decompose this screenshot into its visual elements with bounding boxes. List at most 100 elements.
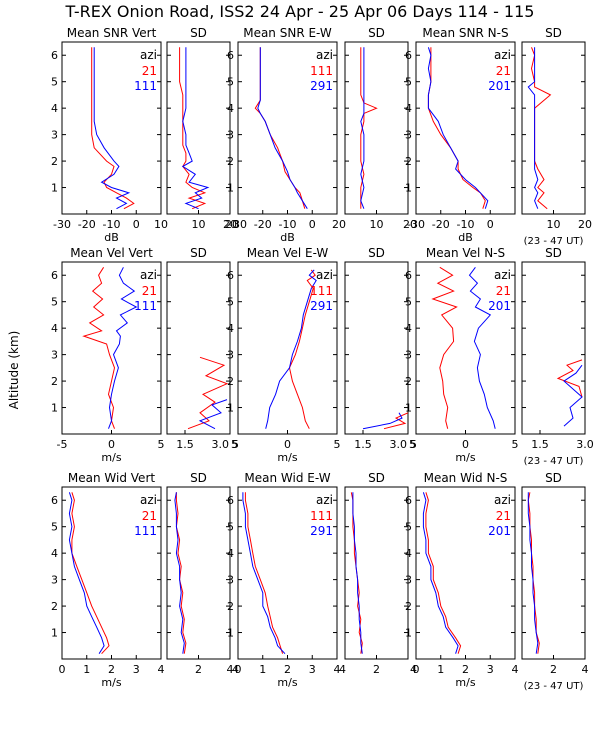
vel-0-legend-entry: 21 [142, 284, 157, 298]
snr-0-xtick-label: 0 [133, 218, 140, 231]
wid-4-legend-entry: 201 [488, 524, 511, 538]
snr-1-xtick-label: 20 [223, 218, 237, 231]
wid-2-legend-title: azi [316, 493, 333, 507]
vel-4-series-201-line [468, 267, 496, 429]
snr-1-xtick-label: 10 [192, 218, 206, 231]
wid-4-xtick-label: 2 [462, 663, 469, 676]
vel-0-ytick-label: 3 [51, 349, 58, 362]
vel-5-xtick-label: 3.0 [576, 438, 594, 451]
snr-2-legend-entry: 291 [310, 79, 333, 93]
vel-1-xtick-label: 3.0 [212, 438, 230, 451]
wid-1-xtick-label: 4 [227, 663, 234, 676]
snr-2-legend-entry: 111 [310, 64, 333, 78]
wid-1-xtick-label: 2 [195, 663, 202, 676]
snr-2-series-111-line [254, 47, 306, 209]
snr-5-title: SD [545, 26, 562, 40]
wid-4-xtick-label: 4 [512, 663, 519, 676]
wid-2-xtick-label: 0 [235, 663, 242, 676]
snr-0-xtick-label: -10 [103, 218, 121, 231]
snr-5-xtick-label: 10 [547, 218, 561, 231]
vel-0-series-21-line [82, 267, 116, 429]
wid-0-xtick-label: 1 [83, 663, 90, 676]
snr-3-frame [344, 41, 409, 215]
wid-2-series-291-line [242, 492, 286, 655]
snr-0-series-21-line [91, 47, 135, 210]
wid-3-xtick-label: 2 [373, 663, 380, 676]
vel-0-legend-title: azi [140, 268, 157, 282]
wid-ut-note: (23 - 47 UT) [524, 681, 584, 692]
wid-4-ytick-label: 3 [405, 574, 412, 587]
snr-1-panel: SD 10 20 [166, 26, 237, 231]
snr-1-series-111-line [181, 47, 210, 210]
snr-0-legend-entry: 111 [134, 79, 157, 93]
snr-2-xtick-label: -30 [229, 218, 247, 231]
wid-4-ytick-label: 2 [405, 600, 412, 613]
snr-1-title: SD [190, 26, 207, 40]
wid-1-title: SD [190, 471, 207, 485]
snr-0-legend-title: azi [140, 48, 157, 62]
snr-2-ytick-label: 3 [227, 129, 234, 142]
vel-3-series-291-line [362, 412, 403, 430]
vel-4-legend-entry: 201 [488, 299, 511, 313]
vel-4-ytick-label: 5 [405, 296, 412, 309]
vel-2-series-111-line [288, 269, 316, 429]
wid-2-ytick-label: 1 [227, 627, 234, 640]
snr-4-legend-entry: 21 [496, 64, 511, 78]
snr-4-ytick-label: 6 [405, 49, 412, 62]
snr-2-ytick-label: 2 [227, 155, 234, 168]
vel-2-xtick-label-overlap: 5 [232, 438, 239, 451]
snr-2-ytick-label: 5 [227, 76, 234, 89]
snr-4-legend-entry: 201 [488, 79, 511, 93]
wid-5-frame [521, 486, 586, 660]
wid-0-series-21-line [71, 492, 110, 655]
wid-2-xtick-label: 1 [259, 663, 266, 676]
vel-3-frame [344, 261, 409, 435]
wid-0-xlabel: m/s [101, 676, 121, 689]
snr-2-legend-title: azi [316, 48, 333, 62]
snr-1-series-21-line [179, 47, 207, 210]
snr-4-ytick-label: 2 [405, 155, 412, 168]
vel-1-frame [166, 261, 231, 435]
snr-4-xlabel: dB [458, 231, 473, 244]
wid-0-ytick-label: 4 [51, 547, 58, 560]
snr-0-ytick-label: 5 [51, 76, 58, 89]
wid-2-xtick-label: 3 [309, 663, 316, 676]
wid-4-legend-title: azi [494, 493, 511, 507]
vel-4-title: Mean Vel N-S [426, 246, 505, 260]
snr-4-legend-title: azi [494, 48, 511, 62]
wid-2-legend-entry: 291 [310, 524, 333, 538]
wid-3-title: SD [368, 471, 385, 485]
wid-2-xtick-label: 4 [334, 663, 341, 676]
vel-2-xtick-label: 5 [334, 438, 341, 451]
wid-4-ytick-label: 1 [405, 627, 412, 640]
wid-3-xtick-label-overlap: 4 [339, 663, 346, 676]
wid-0-ytick-label: 6 [51, 494, 58, 507]
wid-2-ytick-label: 6 [227, 494, 234, 507]
snr-0-ytick-label: 3 [51, 129, 58, 142]
snr-3-series-291-line [360, 47, 365, 209]
snr-4-ytick-label: 3 [405, 129, 412, 142]
vel-0-ytick-label: 4 [51, 322, 58, 335]
vel-4-xtick-label-overlap: 5 [410, 438, 417, 451]
vel-2-legend-entry: 291 [310, 299, 333, 313]
snr-2-xtick-label-overlap: 20 [225, 218, 239, 231]
snr-0-series-111-line [93, 47, 131, 210]
vel-2-title: Mean Vel E-W [247, 246, 329, 260]
vel-4-ytick-label: 6 [405, 269, 412, 282]
wid-0-legend-entry: 21 [142, 509, 157, 523]
vel-0-ytick-label: 2 [51, 375, 58, 388]
snr-4-series-201-line [427, 47, 489, 209]
snr-0-ytick-label: 1 [51, 182, 58, 195]
wid-2-ytick-label: 3 [227, 574, 234, 587]
snr-0-xlabel: dB [104, 231, 119, 244]
vel-2-ytick-label: 6 [227, 269, 234, 282]
wid-4-series-201-line [422, 492, 459, 654]
vel-0-xlabel: m/s [101, 451, 121, 464]
vel-5-title: SD [545, 246, 562, 260]
wid-3-series-291-line [352, 492, 363, 654]
